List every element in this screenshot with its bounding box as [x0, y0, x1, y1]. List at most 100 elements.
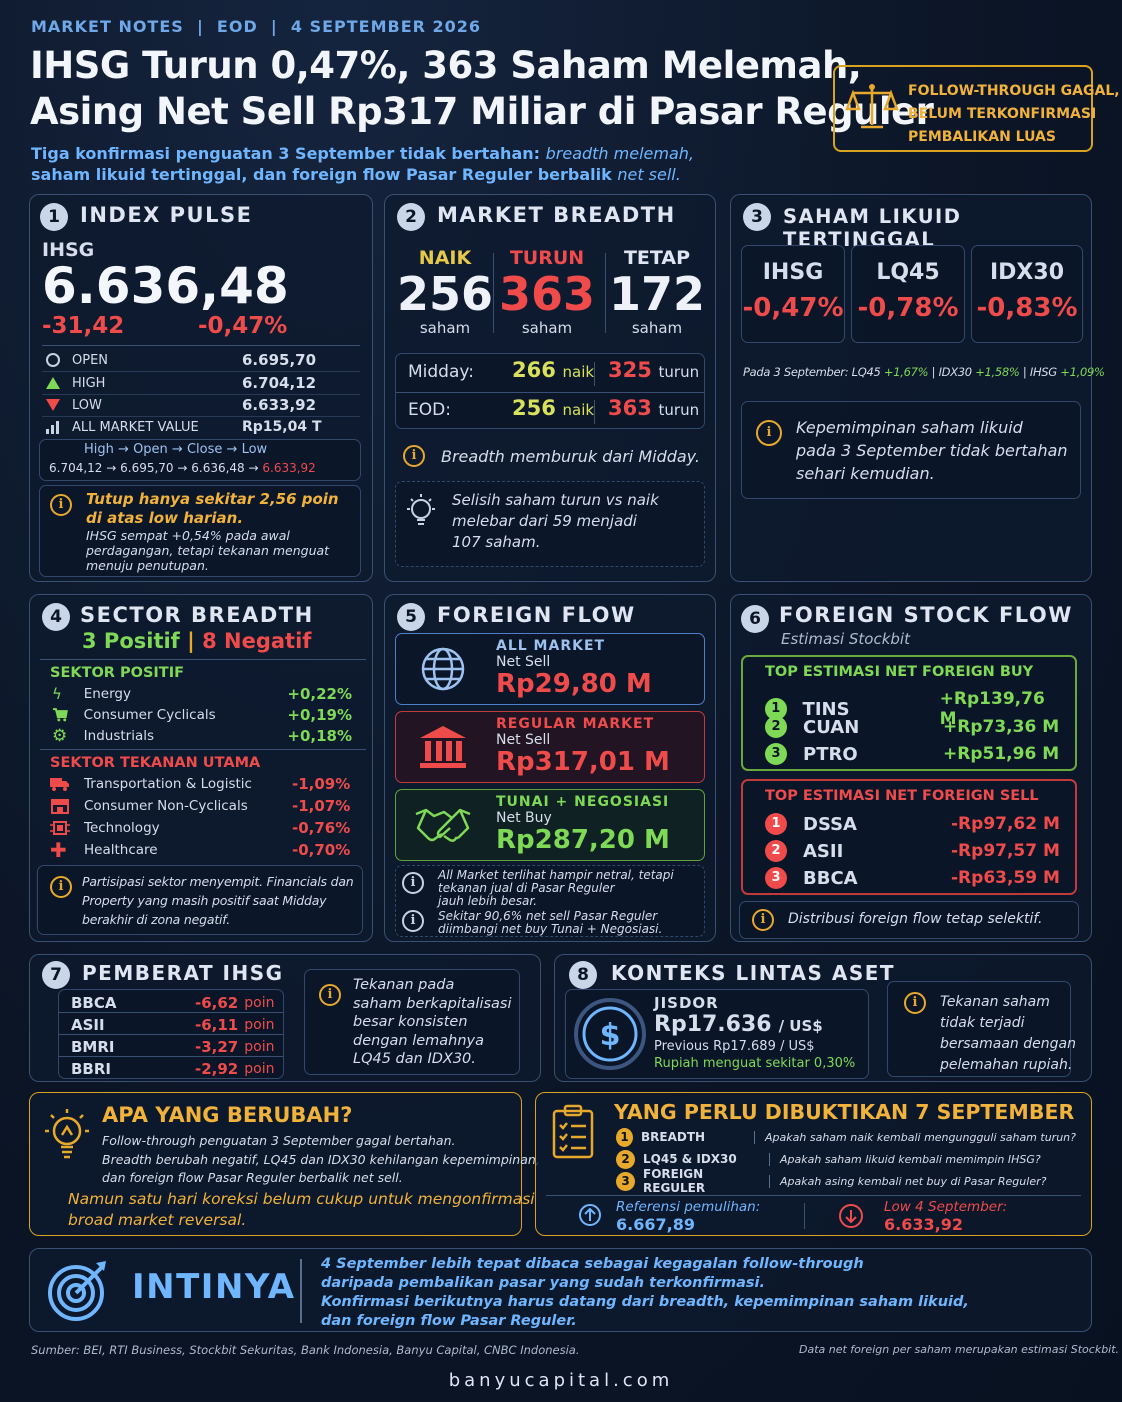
flow-value: Rp317,01 M [496, 747, 670, 777]
stat-row-open: OPEN 6.695,70 [46, 350, 356, 370]
rate-label: JISDOR [654, 994, 719, 1012]
count: 325 [608, 358, 652, 382]
index-card: IHSG -0,47% [741, 245, 845, 343]
path-value: 6.695,70 [120, 461, 174, 475]
list-item: 3 BBCA -Rp63,59 M [765, 867, 1065, 889]
summary-text: Konfirmasi berikutnya harus datang dari … [321, 1294, 969, 1310]
triangle-down-icon [46, 399, 60, 411]
sector-row: ⚙ Industrials +0,18% [52, 726, 352, 746]
row-label: Midday: [408, 362, 474, 382]
panel-konteks-lintas-aset: 8 KONTEKS LINTAS ASET $ JISDOR Rp17.636 … [554, 954, 1092, 1082]
ticker: ASII [803, 840, 844, 862]
cart-icon [52, 708, 68, 722]
ticker: ASII [71, 1015, 105, 1034]
stat-label: ALL MARKET VALUE [72, 419, 199, 435]
sector-change: -1,07% [292, 797, 351, 815]
list-item: 1 TINS +Rp139,76 M [765, 689, 1065, 729]
flow-heading: ALL MARKET [496, 638, 606, 654]
note-box: i Partisipasi sektor menyempit. Financia… [37, 865, 363, 935]
ticker: BBRI [71, 1059, 111, 1078]
panel-title: PEMBERAT IHSG [82, 961, 284, 985]
count-unit: naik [562, 401, 595, 419]
sector-name: Technology [84, 820, 160, 836]
panel-pemberat-ihsg: 7 PEMBERAT IHSG BBCA -6,62 poin ASII -6,1… [29, 954, 541, 1082]
section-heading: SEKTOR POSITIF [50, 665, 184, 681]
note-box: i Tekanan saham tidak terjadi bersamaan … [887, 981, 1076, 1077]
panel-index-pulse: 1 INDEX PULSE IHSG 6.636,48 -31,42 -0,47… [29, 194, 373, 582]
sector-row: Transportation & Logistic -1,09% [50, 774, 352, 794]
subtitle-emph: breadth melemah, [545, 144, 694, 163]
check-question: Apakah saham likuid kembali memimpin IHS… [769, 1152, 1041, 1166]
subtitle-line1: Tiga konfirmasi penguatan 3 September ti… [31, 144, 694, 163]
stat-unit: saham [419, 319, 471, 337]
checklist-row: 3 FOREIGN REGULER Apakah asing kembali n… [616, 1167, 1076, 1195]
flow-box-tunai-negosiasi: TUNAI + NEGOSIASI Net Buy Rp287,20 M [395, 789, 705, 861]
eod-naik: 256 naik [512, 396, 594, 420]
flow-value: -Rp97,57 M [951, 841, 1060, 861]
highlight-text: broad market reversal. [68, 1211, 247, 1229]
note-text: jauh lebih besar. [438, 894, 538, 908]
path-values: 6.704,12 → 6.695,70 → 6.636,48 → 6.633,9… [49, 461, 316, 475]
rank-badge: 2 [765, 840, 787, 862]
badge-line: PEMBALIKAN LUAS [908, 129, 1056, 145]
stat-unit: saham [631, 319, 683, 337]
note-text: melebar dari 59 menjadi [452, 512, 637, 530]
sector-name: Consumer Cyclicals [83, 707, 216, 723]
midday-turun: 325 turun [608, 358, 699, 382]
check-label: FOREIGN REGULER [643, 1167, 706, 1195]
check-label: LQ45 & IDX30 [643, 1152, 737, 1166]
flow-heading: REGULAR MARKET [496, 716, 655, 732]
stat-row-value: ALL MARKET VALUE Rp15,04 T [46, 417, 356, 437]
sector-row: Consumer Non-Cyclicals -1,07% [50, 796, 352, 816]
stat-label: LOW [72, 397, 102, 413]
reference-value: 6.667,89 [616, 1215, 695, 1234]
sector-row: Technology -0,76% [50, 818, 352, 838]
note-text: menuju penutupan. [86, 558, 209, 573]
panel-title: MARKET BREADTH [437, 203, 676, 227]
panel-title: APA YANG BERUBAH? [102, 1103, 353, 1127]
list-item: 1 DSSA -Rp97,62 M [765, 813, 1065, 835]
card-name: IDX30 [989, 260, 1065, 285]
stat-value: 256 [396, 267, 494, 321]
bank-icon [420, 726, 466, 768]
lightbulb-icon [45, 1109, 89, 1159]
sector-change: -0,70% [292, 841, 351, 859]
dollar-icon: $ [574, 998, 646, 1070]
panel-title: INDEX PULSE [80, 203, 253, 227]
info-icon: i [904, 992, 926, 1014]
info-icon: i [752, 909, 774, 931]
note-text: tekanan jual di Pasar Reguler [438, 881, 615, 895]
note-text: Selisih saham turun vs naik [452, 491, 659, 509]
index-change-points: -31,42 [42, 313, 125, 339]
flow-value: -Rp63,59 M [951, 868, 1060, 888]
site-link[interactable]: banyucapital.com [448, 1370, 674, 1391]
info-icon: i [50, 494, 72, 516]
source-note: Sumber: BEI, RTI Business, Stockbit Seku… [31, 1343, 580, 1357]
status-badge: FOLLOW-THROUGH GAGAL, BELUM TERKONFIRMAS… [833, 65, 1120, 152]
panel-number: 2 [397, 203, 425, 231]
sector-name: Transportation & Logistic [84, 776, 252, 792]
subtitle-text: saham likuid tertinggal, dan foreign flo… [31, 165, 618, 184]
note-headline: Tutup hanya sekitar 2,56 poin [86, 490, 339, 508]
low-value: 6.633,92 [884, 1215, 963, 1234]
table-row: BBRI -2,92 poin [71, 1058, 277, 1079]
info-icon: i [319, 984, 341, 1006]
flow-direction: Net Sell [496, 732, 551, 748]
info-icon: i [50, 876, 72, 898]
price-path: High → Open → Close → Low 6.704,12 → 6.6… [39, 439, 361, 481]
points-value: -6,62 [195, 993, 239, 1012]
pemberat-table: BBCA -6,62 poin ASII -6,11 poin BMRI -3,27… [58, 989, 284, 1079]
note-box: i Distribusi foreign flow tetap selektif… [739, 901, 1079, 939]
negative-count: 8 Negatif [202, 629, 312, 653]
count: 363 [608, 396, 652, 420]
row-label: EOD: [408, 400, 451, 420]
flow-value: Rp287,20 M [496, 825, 670, 855]
card-name: IHSG [762, 260, 824, 285]
count-unit: turun [658, 401, 700, 419]
ticker: TINS [802, 698, 850, 720]
flow-box-all-market: ALL MARKET Net Sell Rp29,80 M [395, 633, 705, 705]
panel-title: KONTEKS LINTAS ASET [611, 961, 896, 985]
note-text: perdagangan, tetapi tekanan menguat [86, 543, 330, 558]
stat-unit: saham [521, 319, 573, 337]
gear-icon: ⚙ [52, 726, 68, 746]
